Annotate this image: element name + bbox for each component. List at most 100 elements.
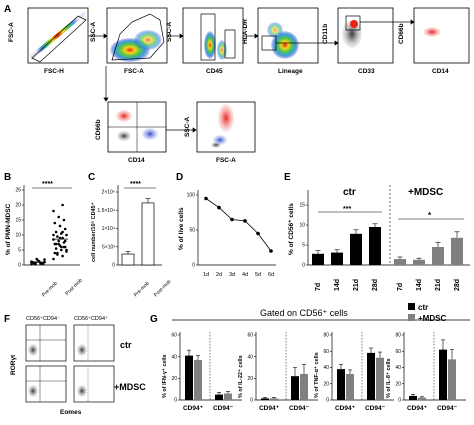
- gating-arrows: [88, 19, 415, 133]
- facs-plot-5: CD11b CD33: [322, 7, 394, 75]
- y-tick-label: 5: [302, 243, 305, 249]
- data-point: [256, 231, 260, 236]
- chart-e: % of CD56⁺ cells ctr +MDSC *** * 0 5 10 15 7…: [288, 185, 470, 291]
- x-axis-label: CD14: [128, 157, 145, 164]
- x-tick-label: Pre-mob: [133, 280, 151, 298]
- y-tick-label: 60: [247, 333, 253, 339]
- data-point: [243, 219, 247, 223]
- panel-title: Gated on CD56⁺ cells: [260, 308, 348, 318]
- bar: [224, 393, 232, 400]
- y-tick-label: 0: [398, 398, 401, 404]
- facs-plot-8: SSC-A FSC-A: [184, 101, 256, 164]
- y-axis-label: SSC-A: [90, 21, 97, 42]
- y-tick-label: 0: [112, 263, 115, 269]
- data-point: [217, 205, 221, 210]
- data-point: [53, 221, 57, 225]
- legend-swatch-ctr: [408, 303, 415, 310]
- legend-label-ctr: ctr: [418, 303, 428, 312]
- bar: [409, 395, 417, 400]
- bar: [413, 259, 425, 265]
- x-tick-label: 6d: [268, 272, 274, 278]
- data-point: [54, 242, 58, 246]
- bar: [418, 397, 426, 400]
- x-tick-label: 21d: [435, 279, 442, 291]
- bar: [121, 253, 135, 266]
- y-axis-label: FSC-A: [8, 22, 15, 42]
- y-tick-label: 2×10⁴: [102, 190, 115, 196]
- significance-label: *: [428, 211, 432, 220]
- facs-plot-7: CD66b CD14: [95, 101, 167, 164]
- y-axis-label: RORγt: [10, 354, 17, 375]
- y-tick-label: 60: [171, 333, 177, 339]
- x-tick-label: CD94⁺: [335, 405, 356, 412]
- x-axis-label: FSC-A: [124, 68, 144, 75]
- bar: [185, 355, 193, 400]
- group-label-ctr: ctr: [343, 187, 356, 198]
- y-tick-label: 20: [323, 381, 329, 387]
- data-point: [43, 258, 46, 261]
- panel-label-c: C: [88, 172, 95, 183]
- x-tick-label: 5d: [255, 272, 261, 278]
- y-axis-label: cell number/10⁵ CD45⁺: [90, 202, 97, 262]
- y-axis-label: HLA-DR: [242, 19, 249, 44]
- y-tick-label: 0: [250, 398, 253, 404]
- x-tick-label: 7d: [397, 283, 404, 291]
- y-tick-label: 15: [299, 203, 305, 209]
- bar: [215, 394, 223, 400]
- data-point: [63, 239, 67, 243]
- x-tick-label: CD94⁻: [289, 405, 310, 412]
- y-tick-label: 40: [247, 354, 253, 360]
- column-label: CD56⁺CD94⁻: [26, 315, 60, 322]
- y-tick-label: 20: [15, 203, 21, 209]
- y-tick-label: 15: [15, 218, 21, 224]
- y-tick-label: 20: [247, 376, 253, 382]
- y-tick-label: 100: [187, 193, 196, 199]
- y-tick-label: 10: [299, 223, 305, 229]
- x-tick-label: CD94⁻: [437, 405, 458, 412]
- data-point: [269, 249, 273, 253]
- y-tick-label: 5×10³: [102, 244, 115, 250]
- facs-plot-4: HLA-DR Lineage: [242, 7, 319, 75]
- data-point: [62, 245, 66, 249]
- data-point: [34, 262, 37, 266]
- legend-swatch-mdsc: [408, 314, 415, 321]
- data-point: [52, 257, 55, 261]
- panel-label-e: E: [284, 172, 291, 183]
- y-tick-label: 25: [15, 188, 21, 194]
- data-point: [35, 257, 38, 261]
- y-tick-label: 1.5×10⁴: [97, 208, 115, 214]
- bar: [261, 398, 269, 400]
- bar: [312, 253, 324, 265]
- x-tick-label: 1d: [203, 272, 209, 278]
- bar: [346, 374, 354, 400]
- data-point: [61, 203, 64, 207]
- bar: [394, 259, 406, 265]
- bar: [141, 202, 155, 266]
- y-tick-label: 0: [302, 263, 305, 269]
- y-tick-label: 0: [326, 398, 329, 404]
- data-point: [52, 233, 55, 237]
- y-tick-label: 5: [18, 248, 21, 254]
- x-tick-label: Post-mob: [153, 279, 173, 299]
- y-tick-label: 80: [395, 333, 401, 339]
- data-point: [57, 242, 60, 246]
- x-axis-label: CD14: [432, 68, 449, 75]
- x-tick-label: 2d: [216, 272, 222, 278]
- y-axis-label: % of IFN-γ⁺ cells: [161, 354, 168, 398]
- data-point: [60, 248, 63, 252]
- bar: [369, 227, 381, 265]
- y-tick-label: 20: [395, 381, 401, 387]
- bar: [451, 237, 463, 265]
- facs-plot-2: SSC-A FSC-A: [90, 7, 168, 75]
- data-point: [52, 209, 55, 213]
- bar: [291, 376, 299, 400]
- bar: [439, 349, 447, 400]
- x-axis-label: CD33: [358, 68, 375, 75]
- y-tick-label: 0: [174, 398, 177, 404]
- panel-label-d: D: [176, 172, 183, 183]
- data-point: [54, 230, 58, 234]
- x-axis-label: Lineage: [278, 68, 303, 75]
- data-point: [65, 233, 68, 237]
- data-point: [56, 253, 59, 256]
